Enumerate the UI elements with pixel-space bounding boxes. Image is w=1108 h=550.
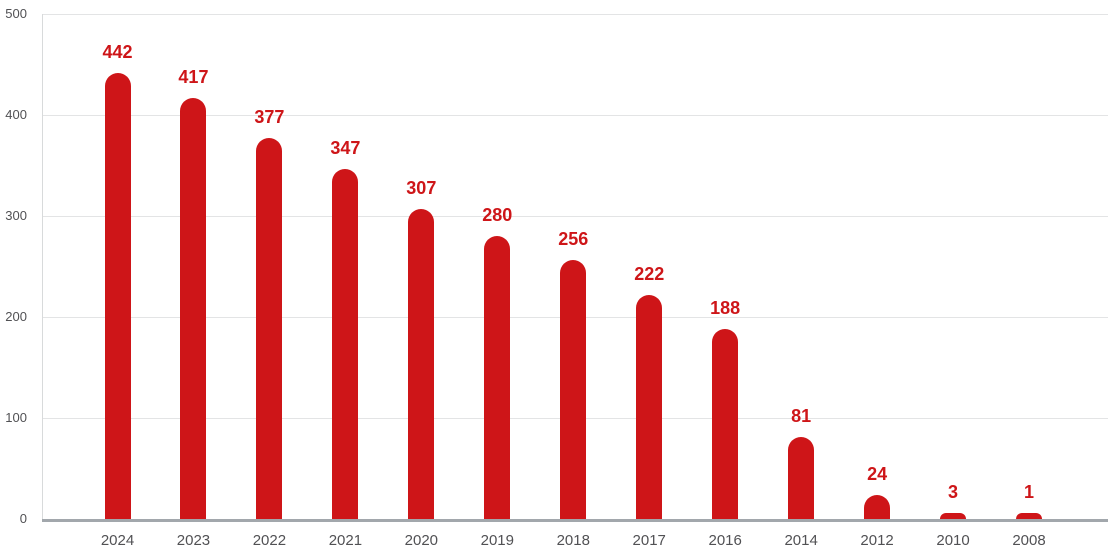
x-tick-label: 2017 xyxy=(632,532,666,549)
y-tick-label: 200 xyxy=(5,309,27,324)
bar xyxy=(560,260,587,519)
bar xyxy=(408,208,435,519)
y-tick-label: 300 xyxy=(5,208,27,223)
x-tick-label: 2020 xyxy=(404,532,439,549)
x-tick-label: 2008 xyxy=(1012,532,1046,549)
bar-value-label: 1 xyxy=(1024,482,1035,502)
y-axis-line xyxy=(42,14,43,519)
bar-value-label: 24 xyxy=(867,463,888,484)
x-tick-label: 2024 xyxy=(100,532,135,549)
bar-value-label: 3 xyxy=(948,482,959,502)
bar xyxy=(256,138,283,519)
y-tick-label: 100 xyxy=(5,410,27,425)
x-tick-label: 2022 xyxy=(252,532,287,549)
bar-value-label: 280 xyxy=(482,205,513,226)
gridline xyxy=(42,14,1108,15)
bar xyxy=(864,494,891,519)
gridline xyxy=(42,216,1108,217)
bar xyxy=(712,329,739,519)
bar-value-label: 307 xyxy=(406,177,437,198)
bar xyxy=(1016,513,1043,519)
bar-value-label: 81 xyxy=(791,406,812,427)
y-tick-label: 400 xyxy=(5,107,27,122)
plot-area: 442 417 377 347 307 280 256 222 188 81 24 3 1 xyxy=(42,14,1108,522)
x-tick-label: 2023 xyxy=(176,532,211,549)
bar-value-label: 347 xyxy=(330,137,361,158)
x-tick-label: 2016 xyxy=(708,532,742,549)
x-tick-label: 2018 xyxy=(556,532,590,549)
x-tick-label: 2012 xyxy=(860,532,894,549)
x-tick-label: 2014 xyxy=(784,532,818,549)
x-tick-label: 2021 xyxy=(328,532,363,549)
y-tick-label: 0 xyxy=(19,511,27,526)
x-tick-label: 2010 xyxy=(936,532,970,549)
bar-value-label: 256 xyxy=(558,229,589,250)
bar-value-label: 188 xyxy=(710,298,741,319)
bar-value-label: 222 xyxy=(634,263,665,284)
bar xyxy=(332,168,359,519)
y-tick-label: 500 xyxy=(5,6,27,21)
bar xyxy=(484,236,511,519)
bar-value-label: 377 xyxy=(254,107,285,128)
bar xyxy=(636,294,663,519)
bar-value-label: 417 xyxy=(178,66,209,87)
bar xyxy=(788,437,815,519)
bar xyxy=(940,513,967,519)
gridline xyxy=(42,115,1108,116)
x-tick-label: 2019 xyxy=(480,532,514,549)
bar xyxy=(104,72,131,519)
x-axis-line xyxy=(42,518,1108,522)
bar xyxy=(180,97,207,519)
bar-value-label: 442 xyxy=(102,41,133,62)
